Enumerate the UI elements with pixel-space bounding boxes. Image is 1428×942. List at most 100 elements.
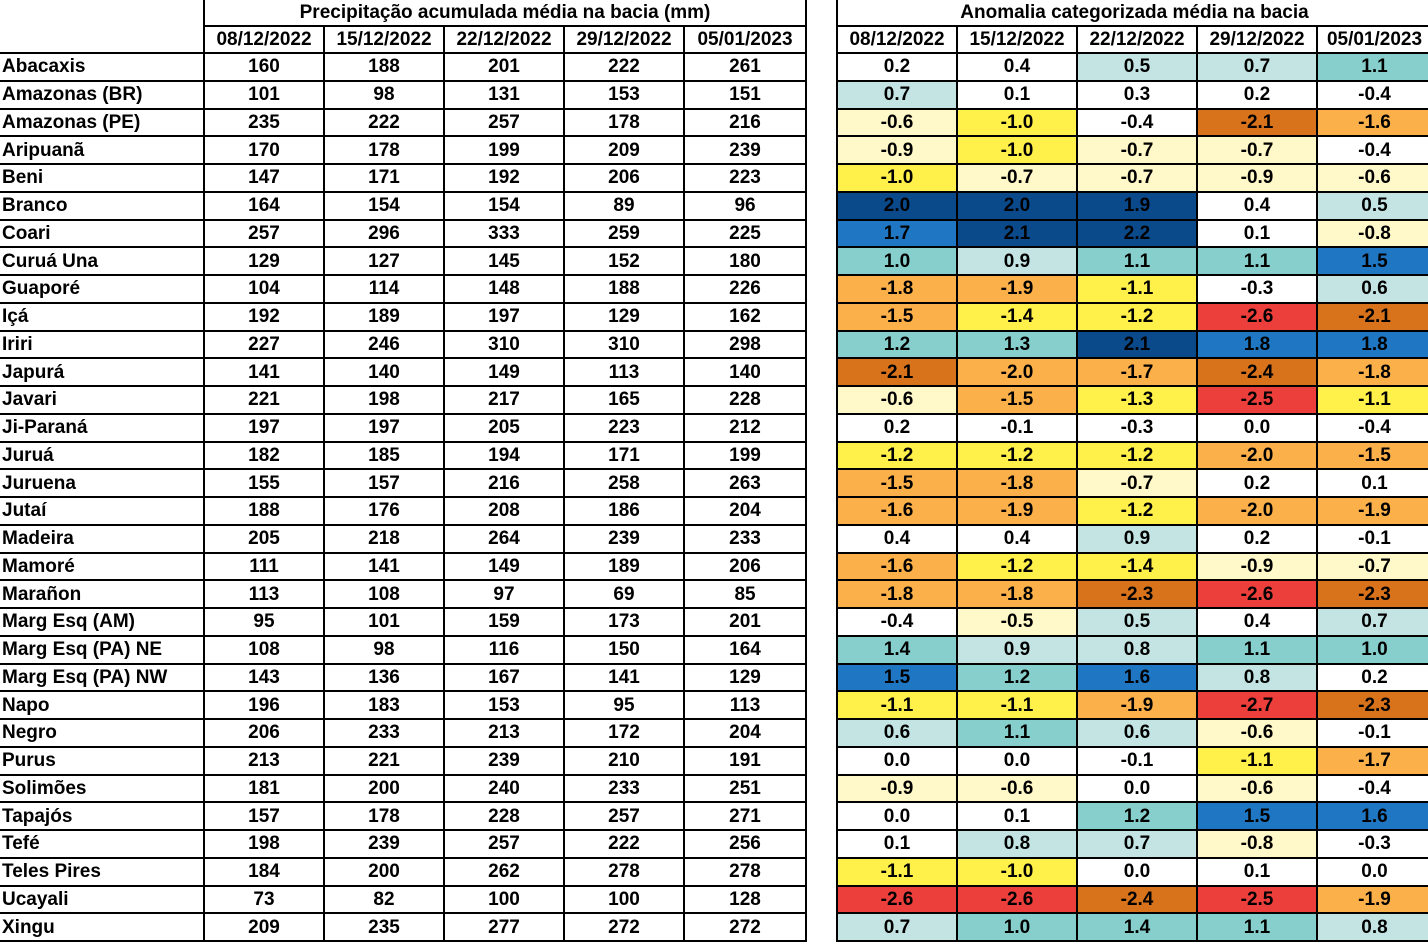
anomaly-value: 0.0 <box>956 746 1077 776</box>
anomaly-value: -1.8 <box>956 469 1077 498</box>
anomaly-value: 0.2 <box>1196 469 1317 498</box>
table-row: Teles Pires 184 200 262 278 278 <box>0 857 808 887</box>
precip-value: 251 <box>682 774 808 804</box>
precip-value: 172 <box>563 719 684 748</box>
anomaly-value: -2.6 <box>1196 302 1317 332</box>
precip-value: 204 <box>682 497 808 526</box>
anomaly-value: 0.4 <box>1196 608 1317 637</box>
anomaly-value: -1.1 <box>1315 386 1428 415</box>
precip-value: 97 <box>443 580 564 609</box>
precip-value: 165 <box>563 386 684 415</box>
anomaly-value: -1.6 <box>1315 108 1428 138</box>
anomaly-value: -1.8 <box>836 275 957 304</box>
anomaly-row: -1.8 -1.9 -1.1 -0.3 0.6 <box>836 275 1428 304</box>
anomaly-row: 0.7 0.1 0.3 0.2 -0.4 <box>836 80 1428 110</box>
anomaly-value: 0.1 <box>836 830 957 859</box>
precip-value: 171 <box>323 164 444 193</box>
anomaly-date-header: 15/12/2022 <box>956 26 1077 54</box>
precipitation-title: Precipitação acumulada média na bacia (m… <box>202 0 808 27</box>
table-row: Aripuanã 170 178 199 209 239 <box>0 136 808 165</box>
precip-value: 235 <box>203 108 324 138</box>
anomaly-row: -1.5 -1.8 -0.7 0.2 0.1 <box>836 469 1428 498</box>
anomaly-value: 0.7 <box>1076 830 1197 859</box>
anomaly-value: -1.1 <box>836 857 957 887</box>
anomaly-value: 1.1 <box>1076 247 1197 276</box>
anomaly-value: -0.6 <box>1315 164 1428 193</box>
anomaly-value: 0.8 <box>956 830 1077 859</box>
anomaly-row: 0.4 0.4 0.9 0.2 -0.1 <box>836 524 1428 554</box>
anomaly-value: 1.6 <box>1076 663 1197 693</box>
anomaly-value: -2.3 <box>1315 580 1428 609</box>
table-row: Coari 257 296 333 259 225 <box>0 219 808 249</box>
anomaly-value: 0.7 <box>836 80 957 110</box>
precip-value: 225 <box>682 219 808 249</box>
table-row: Amazonas (PE) 235 222 257 178 216 <box>0 108 808 138</box>
anomaly-value: -0.6 <box>956 774 1077 804</box>
precip-value: 129 <box>203 247 324 276</box>
precip-value: 235 <box>323 913 444 942</box>
precip-value: 184 <box>203 857 324 887</box>
precip-value: 298 <box>682 330 808 360</box>
anomaly-value: 0.6 <box>1076 719 1197 748</box>
basin-header-cell <box>0 26 204 54</box>
anomaly-value: 0.0 <box>836 802 957 831</box>
corner-cell <box>0 0 204 26</box>
anomaly-value: 1.1 <box>1196 635 1317 665</box>
basin-name: Beni <box>0 164 204 193</box>
anomaly-row: -0.4 -0.5 0.5 0.4 0.7 <box>836 608 1428 637</box>
precip-value: 262 <box>443 857 564 887</box>
precip-value: 186 <box>563 497 684 526</box>
precip-value: 227 <box>203 330 324 360</box>
basin-name: Marg Esq (AM) <box>0 608 204 637</box>
precip-value: 222 <box>563 53 684 82</box>
anomaly-value: -1.7 <box>1076 358 1197 387</box>
anomaly-value: 0.4 <box>836 524 957 554</box>
anomaly-value: 0.7 <box>1196 53 1317 82</box>
anomaly-value: 1.2 <box>1076 802 1197 831</box>
anomaly-value: -2.1 <box>1196 108 1317 138</box>
anomaly-value: 1.1 <box>1196 247 1317 276</box>
precip-value: 213 <box>443 719 564 748</box>
anomaly-value: -0.9 <box>836 774 957 804</box>
precip-value: 228 <box>443 802 564 831</box>
precip-value: 246 <box>323 330 444 360</box>
date-header: 05/01/2023 <box>682 26 808 54</box>
table-row: Napo 196 183 153 95 113 <box>0 691 808 720</box>
precip-value: 198 <box>323 386 444 415</box>
anomaly-value: -2.6 <box>1196 580 1317 609</box>
anomaly-value: -0.7 <box>1076 164 1197 193</box>
precip-value: 173 <box>563 608 684 637</box>
precip-value: 239 <box>443 746 564 776</box>
precip-value: 116 <box>443 635 564 665</box>
basin-name: Coari <box>0 219 204 249</box>
anomaly-value: 1.7 <box>836 219 957 249</box>
anomaly-value: -1.0 <box>836 164 957 193</box>
anomaly-value: 0.9 <box>1076 524 1197 554</box>
precip-value: 333 <box>443 219 564 249</box>
anomaly-value: -1.2 <box>956 441 1077 471</box>
precip-value: 278 <box>682 857 808 887</box>
anomaly-value: 0.1 <box>956 80 1077 110</box>
precip-value: 257 <box>203 219 324 249</box>
anomaly-value: -1.8 <box>1315 358 1428 387</box>
table-row: Japurá 141 140 149 113 140 <box>0 358 808 387</box>
anomaly-row: -0.9 -0.6 0.0 -0.6 -0.4 <box>836 774 1428 804</box>
precip-value: 264 <box>443 524 564 554</box>
anomaly-value: -0.8 <box>1196 830 1317 859</box>
anomaly-value: 0.1 <box>956 802 1077 831</box>
precip-value: 257 <box>443 108 564 138</box>
precip-value: 155 <box>203 469 324 498</box>
precip-value: 73 <box>203 885 324 915</box>
anomaly-table: Anomalia categorizada média na bacia 08/… <box>835 0 1428 942</box>
table-row: Beni 147 171 192 206 223 <box>0 164 808 193</box>
date-header: 15/12/2022 <box>323 26 444 54</box>
anomaly-value: -1.5 <box>836 469 957 498</box>
anomaly-value: 1.6 <box>1315 802 1428 831</box>
anomaly-value: -0.4 <box>1315 413 1428 443</box>
precip-value: 113 <box>563 358 684 387</box>
basin-name: Japurá <box>0 358 204 387</box>
anomaly-date-header: 08/12/2022 <box>836 26 957 54</box>
precip-value: 271 <box>682 802 808 831</box>
precip-value: 178 <box>323 136 444 165</box>
anomaly-row: -1.8 -1.8 -2.3 -2.6 -2.3 <box>836 580 1428 609</box>
